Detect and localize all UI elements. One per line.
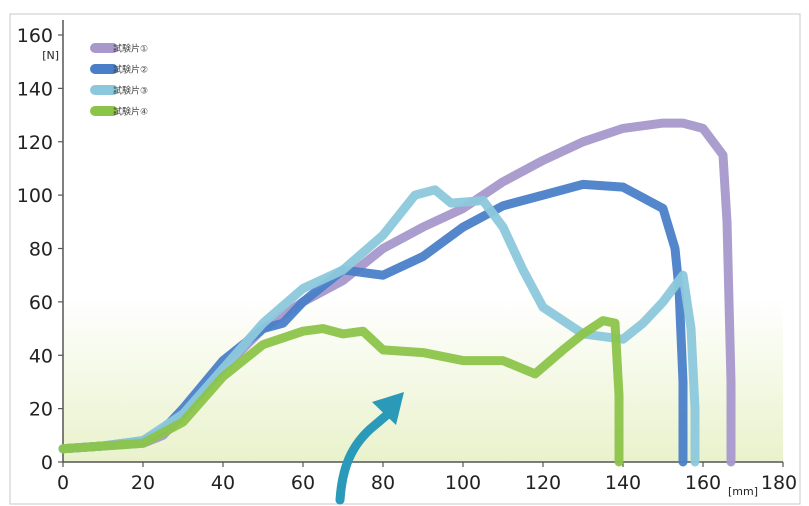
y-tick-label: 60 <box>29 292 53 314</box>
y-axis-unit-label: [N] <box>42 49 59 62</box>
x-tick-label: 0 <box>57 472 69 494</box>
y-tick-label: 120 <box>17 132 53 154</box>
x-axis-unit-label: [mm] <box>728 485 758 498</box>
y-tick-label: 160 <box>17 25 53 47</box>
x-tick-label: 60 <box>291 472 315 494</box>
x-tick-label: 120 <box>525 472 561 494</box>
legend: 試験片① 試験片② 試験片③ 試験片④ <box>90 43 148 118</box>
y-tick-label: 140 <box>17 78 53 100</box>
x-tick-label: 160 <box>685 472 721 494</box>
axes: 0 20 40 60 80 100 120 140 160 0 20 40 60 80 100 120 140 1… <box>17 20 797 494</box>
series-line-4 <box>58 316 624 467</box>
x-tick-label: 100 <box>445 472 481 494</box>
axis-labels: [N] [mm] <box>42 49 758 498</box>
y-tick-label: 0 <box>41 452 53 474</box>
series-lines <box>58 118 736 467</box>
legend-label-4: 試験片④ <box>113 106 148 118</box>
series-line-3 <box>58 185 700 467</box>
y-tick-label: 100 <box>17 185 53 207</box>
chart-frame <box>9 13 801 505</box>
legend-label-1: 試験片① <box>113 43 148 55</box>
x-tick-label: 40 <box>211 472 235 494</box>
legend-label-3: 試験片③ <box>113 85 148 97</box>
x-tick-label: 140 <box>605 472 641 494</box>
annotation-arrow-icon <box>335 392 404 505</box>
y-tick-label: 80 <box>29 239 53 261</box>
x-tick-label: 180 <box>761 472 797 494</box>
y-tick-label: 20 <box>29 399 53 421</box>
x-tick-label: 80 <box>371 472 395 494</box>
legend-label-2: 試験片② <box>113 64 148 76</box>
y-tick-label: 40 <box>29 345 53 367</box>
plot-background <box>63 296 783 462</box>
x-tick-label: 20 <box>131 472 155 494</box>
